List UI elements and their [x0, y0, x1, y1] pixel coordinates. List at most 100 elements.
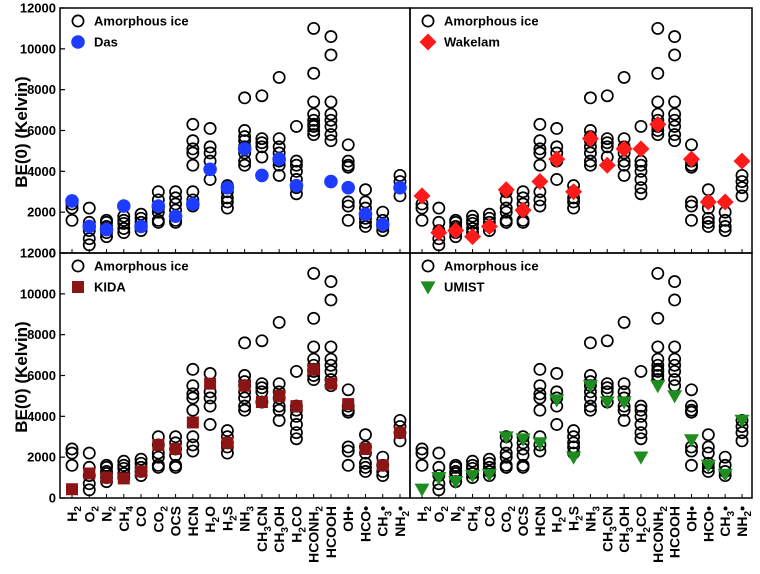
- x-tick-label: H2S: [566, 506, 586, 531]
- das-point: [289, 178, 304, 193]
- amorphous-ice-point: [220, 424, 234, 438]
- umist-point: [515, 433, 531, 447]
- amorphous-ice-point: [324, 275, 338, 289]
- amorphous-ice-point: [307, 340, 321, 354]
- amorphous-ice-point: [82, 483, 96, 497]
- amorphous-ice-point: [359, 460, 372, 474]
- amorphous-ice-point: [567, 430, 581, 444]
- amorphous-ice-point: [634, 418, 648, 431]
- amorphous-ice-point: [499, 460, 513, 474]
- wakelam-point: [447, 222, 465, 240]
- amorphous-ice-point: [238, 391, 252, 405]
- kida-point: [324, 377, 337, 390]
- amorphous-ice-point: [82, 446, 96, 460]
- amorphous-ice-point: [289, 432, 303, 446]
- amorphous-ice-point: [533, 199, 547, 213]
- amorphous-ice-point: [634, 119, 648, 133]
- series-amorphous-ice: [415, 266, 749, 497]
- amorphous-ice-point: [685, 399, 698, 413]
- amorphous-ice-point: [238, 403, 252, 417]
- x-tick-label: CO: [133, 506, 149, 527]
- amorphous-ice-point: [324, 95, 338, 109]
- amorphous-ice-point: [735, 175, 749, 188]
- amorphous-ice-point: [307, 124, 321, 137]
- kida-point: [186, 416, 199, 429]
- wakelam-point: [682, 150, 700, 168]
- legend-label-umist: UMIST: [444, 280, 485, 295]
- kida-point: [342, 398, 355, 411]
- x-tick-label: H2S: [219, 506, 239, 531]
- kida-point: [376, 459, 389, 472]
- amorphous-ice-point: [117, 216, 131, 230]
- amorphous-ice-point: [583, 336, 597, 350]
- kida-point: [238, 379, 251, 392]
- wakelam-point: [598, 156, 616, 174]
- amorphous-ice-point: [203, 399, 217, 413]
- amorphous-ice-point: [65, 442, 79, 456]
- amorphous-ice-point: [307, 21, 321, 35]
- amorphous-ice-point: [203, 391, 217, 405]
- amorphous-ice-point: [668, 119, 682, 133]
- kida-point: [273, 389, 286, 402]
- amorphous-ice-point: [550, 367, 564, 380]
- das-point: [186, 197, 200, 211]
- amorphous-ice-point: [255, 381, 269, 395]
- amorphous-ice-point: [634, 364, 648, 378]
- kida-point: [394, 426, 406, 439]
- amorphous-ice-point: [668, 134, 682, 148]
- amorphous-ice-point: [255, 334, 269, 348]
- kida-point: [83, 467, 96, 480]
- umist-point: [566, 451, 582, 465]
- amorphous-ice-point: [533, 362, 547, 376]
- amorphous-ice-point: [718, 450, 732, 464]
- das-point: [168, 209, 183, 224]
- amorphous-ice-point: [169, 460, 183, 474]
- kida-point: [117, 472, 130, 485]
- amorphous-ice-point: [634, 164, 648, 178]
- amorphous-ice-point: [324, 352, 338, 366]
- panel-top-left: 0 2000 4000 6000 8000 10000 12000 Amorphous ice…: [20, 1, 411, 261]
- amorphous-ice-point: [307, 311, 321, 325]
- amorphous-ice-point: [701, 220, 715, 233]
- amorphous-ice-point: [600, 132, 614, 146]
- series-amorphous-ice: [65, 266, 407, 497]
- umist-point: [734, 414, 750, 428]
- das-point: [393, 180, 407, 195]
- series-kida: [66, 363, 406, 496]
- amorphous-ice-point: [324, 340, 338, 354]
- x-tick-label: NH3: [582, 506, 602, 532]
- amorphous-ice-point: [516, 460, 530, 474]
- amorphous-ice-point: [341, 383, 355, 397]
- legend-marker-amorphous-ice: [421, 259, 435, 273]
- y-tick-label: 6000: [27, 368, 56, 383]
- amorphous-ice-point: [415, 442, 429, 456]
- wakelam-point: [733, 152, 751, 170]
- legend-marker-kida: [72, 281, 84, 293]
- wakelam-point: [615, 140, 633, 158]
- amorphous-ice-point: [307, 266, 321, 280]
- amorphous-ice-point: [685, 138, 698, 152]
- amorphous-ice-point: [289, 154, 303, 168]
- x-tick-label: O2: [431, 506, 451, 523]
- y-tick-label: 12000: [20, 246, 56, 261]
- amorphous-ice-point: [617, 413, 631, 427]
- amorphous-ice-point: [466, 209, 479, 223]
- x-tick-label: OCS: [515, 506, 531, 536]
- amorphous-ice-point: [600, 136, 614, 150]
- amorphous-ice-point: [634, 187, 648, 201]
- amorphous-ice-point: [186, 158, 200, 172]
- legend: Amorphous ice UMIST: [420, 259, 539, 295]
- x-tick-label: O2: [81, 506, 101, 523]
- amorphous-ice-point: [735, 434, 749, 448]
- amorphous-ice-point: [359, 183, 372, 197]
- amorphous-ice-point: [324, 113, 338, 127]
- amorphous-ice-point: [117, 222, 131, 235]
- amorphous-ice-point: [393, 413, 407, 427]
- amorphous-ice-point: [186, 403, 200, 417]
- amorphous-ice-point: [685, 405, 698, 419]
- amorphous-ice-point: [550, 173, 564, 186]
- amorphous-ice-point: [289, 119, 303, 133]
- wakelam-point: [464, 228, 482, 246]
- panel-bottom-right: Amorphous ice UMIST: [409, 252, 753, 499]
